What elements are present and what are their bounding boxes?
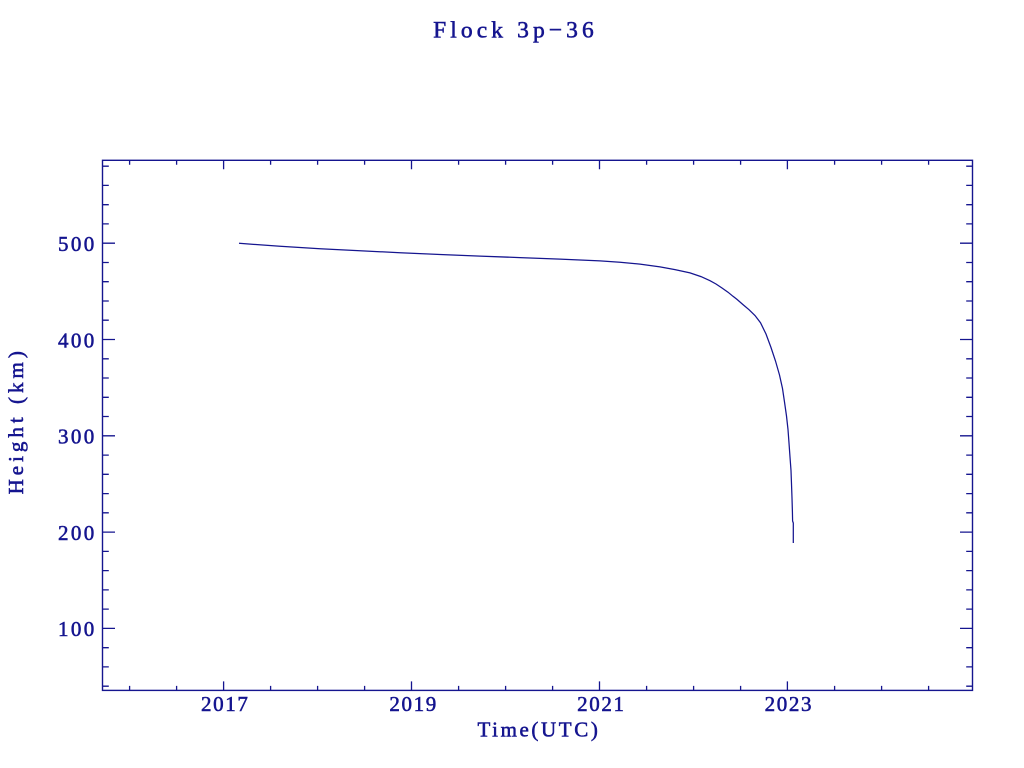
svg-text:300: 300 <box>58 425 97 449</box>
svg-text:2021: 2021 <box>577 692 626 716</box>
svg-text:Time(UTC): Time(UTC) <box>477 718 600 742</box>
svg-text:2023: 2023 <box>765 692 814 716</box>
svg-text:100: 100 <box>58 617 97 641</box>
svg-text:500: 500 <box>58 232 97 256</box>
svg-text:2019: 2019 <box>389 692 438 716</box>
svg-text:Flock 3p−36: Flock 3p−36 <box>433 18 598 44</box>
svg-text:200: 200 <box>58 521 97 545</box>
svg-text:400: 400 <box>58 328 97 352</box>
svg-text:2017: 2017 <box>201 692 250 716</box>
svg-text:Height (km): Height (km) <box>4 347 28 494</box>
